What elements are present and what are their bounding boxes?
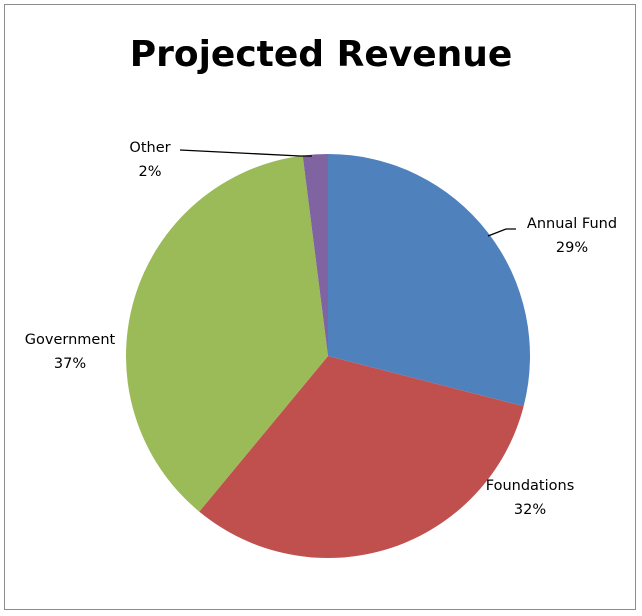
data-label-name-government: Government [25,332,116,348]
data-label-name-foundations: Foundations [486,478,575,494]
data-label-name-annual-fund: Annual Fund [527,216,617,232]
data-label-name-other: Other [129,140,170,156]
data-label-percent-other: 2% [138,164,161,180]
leader-line-other [179,149,312,157]
leader-line-annual-fund [487,228,516,237]
pie-slice-other [302,154,328,356]
chart-title: Projected Revenue [129,34,513,75]
pie-slice-annual-fund [328,154,530,407]
data-label-percent-annual-fund: 29% [556,240,588,256]
pie-slice-government [126,155,328,512]
pie-slice-foundations [199,356,524,558]
data-label-percent-government: 37% [54,356,86,372]
data-label-percent-foundations: 32% [514,502,546,518]
